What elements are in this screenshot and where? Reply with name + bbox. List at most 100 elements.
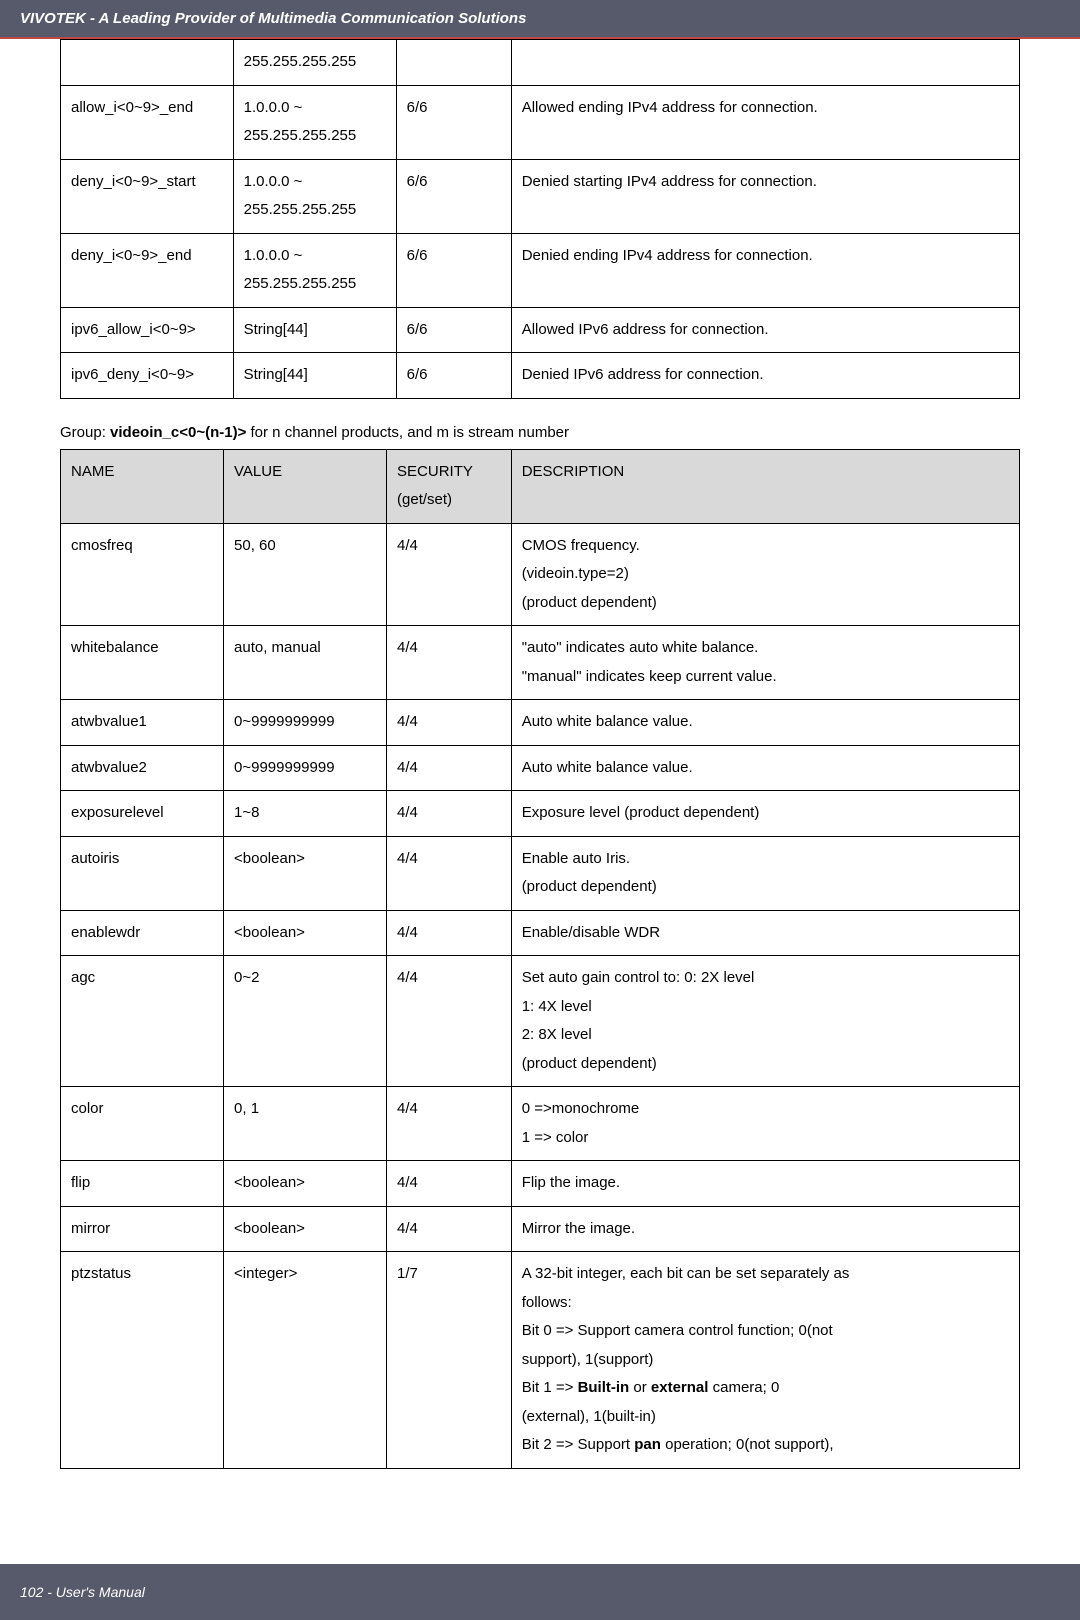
table-cell: String[44] (233, 353, 396, 399)
ptz-span: camera; 0 (708, 1379, 779, 1396)
table-cell: Allowed ending IPv4 address for connecti… (511, 85, 1019, 159)
table-cell: mirror (61, 1206, 224, 1252)
table-cell: 4/4 (387, 791, 512, 837)
table-cell: auto, manual (224, 626, 387, 700)
table-cell: <boolean> (224, 910, 387, 956)
table-row: allow_i<0~9>_end1.0.0.0 ~ 255.255.255.25… (61, 85, 1020, 159)
table-cell: autoiris (61, 836, 224, 910)
table-cell: Set auto gain control to: 0: 2X level 1:… (511, 956, 1019, 1087)
table-row: agc0~24/4Set auto gain control to: 0: 2X… (61, 956, 1020, 1087)
table-cell: color (61, 1087, 224, 1161)
table-cell: Auto white balance value. (511, 700, 1019, 746)
table-row: color0, 14/40 =>monochrome 1 => color (61, 1087, 1020, 1161)
table-cell: Exposure level (product dependent) (511, 791, 1019, 837)
table-cell: ipv6_allow_i<0~9> (61, 307, 234, 353)
table-cell: Denied starting IPv4 address for connect… (511, 159, 1019, 233)
group-bold: videoin_c<0~(n-1)> (110, 424, 246, 441)
table-cell: whitebalance (61, 626, 224, 700)
table-cell (511, 40, 1019, 86)
table-cell: Denied ending IPv4 address for connectio… (511, 233, 1019, 307)
table-row: ipv6_deny_i<0~9>String[44]6/6Denied IPv6… (61, 353, 1020, 399)
table-cell: 6/6 (396, 85, 511, 159)
table-cell: <integer> (224, 1252, 387, 1469)
table-cell: 6/6 (396, 353, 511, 399)
table-cell: 1/7 (387, 1252, 512, 1469)
table-cell: 0~9999999999 (224, 745, 387, 791)
ptz-span: Bit 1 => (522, 1379, 578, 1396)
table-cell: atwbvalue1 (61, 700, 224, 746)
ptz-line: Bit 2 => Support pan operation; 0(not su… (522, 1431, 1009, 1460)
table-header-cell: DESCRIPTION (511, 449, 1019, 523)
table-cell: 1.0.0.0 ~ 255.255.255.255 (233, 85, 396, 159)
ptz-span: pan (634, 1436, 661, 1453)
table-cell: 0~2 (224, 956, 387, 1087)
table-cell: <boolean> (224, 1161, 387, 1207)
table-cell: 4/4 (387, 1087, 512, 1161)
ptz-line: Bit 0 => Support camera control function… (522, 1317, 1009, 1346)
table-cell: String[44] (233, 307, 396, 353)
table-cell (61, 40, 234, 86)
table-row: 255.255.255.255 (61, 40, 1020, 86)
table-cell: 1.0.0.0 ~ 255.255.255.255 (233, 159, 396, 233)
table-cell: 1~8 (224, 791, 387, 837)
ptz-span: external (651, 1379, 709, 1396)
table-cell: 6/6 (396, 159, 511, 233)
table-cell: <boolean> (224, 1206, 387, 1252)
table-cell: 4/4 (387, 1206, 512, 1252)
page-footer: 102 - User's Manual (0, 1564, 1080, 1620)
table-cell: A 32-bit integer, each bit can be set se… (511, 1252, 1019, 1469)
table-row: cmosfreq50, 604/4CMOS frequency. (videoi… (61, 523, 1020, 626)
ptz-line: A 32-bit integer, each bit can be set se… (522, 1260, 1009, 1289)
table-cell: ipv6_deny_i<0~9> (61, 353, 234, 399)
ptz-line: follows: (522, 1289, 1009, 1318)
table-cell: cmosfreq (61, 523, 224, 626)
table-cell: 4/4 (387, 836, 512, 910)
table-row: deny_i<0~9>_end1.0.0.0 ~ 255.255.255.255… (61, 233, 1020, 307)
ptz-line: (external), 1(built-in) (522, 1403, 1009, 1432)
table-cell: 6/6 (396, 233, 511, 307)
table-row: whitebalanceauto, manual4/4"auto" indica… (61, 626, 1020, 700)
table-cell: 4/4 (387, 523, 512, 626)
table-cell: 0~9999999999 (224, 700, 387, 746)
table-cell: 0, 1 (224, 1087, 387, 1161)
table-cell: atwbvalue2 (61, 745, 224, 791)
table-cell: 1.0.0.0 ~ 255.255.255.255 (233, 233, 396, 307)
table-cell: flip (61, 1161, 224, 1207)
table-cell: Allowed IPv6 address for connection. (511, 307, 1019, 353)
group-heading: Group: videoin_c<0~(n-1)> for n channel … (60, 424, 1020, 441)
table-row: atwbvalue10~99999999994/4Auto white bala… (61, 700, 1020, 746)
table-cell: 4/4 (387, 700, 512, 746)
table-cell: "auto" indicates auto white balance. "ma… (511, 626, 1019, 700)
table-cell: 50, 60 (224, 523, 387, 626)
table-cell: deny_i<0~9>_start (61, 159, 234, 233)
table-row: exposurelevel1~84/4Exposure level (produ… (61, 791, 1020, 837)
table-header-cell: NAME (61, 449, 224, 523)
table-row: enablewdr<boolean>4/4Enable/disable WDR (61, 910, 1020, 956)
table-cell: Flip the image. (511, 1161, 1019, 1207)
table-cell: allow_i<0~9>_end (61, 85, 234, 159)
group-suffix: for n channel products, and m is stream … (246, 424, 569, 441)
ptz-span: operation; 0(not support), (661, 1436, 834, 1453)
ptz-line: Bit 1 => Built-in or external camera; 0 (522, 1374, 1009, 1403)
table-cell: CMOS frequency. (videoin.type=2) (produc… (511, 523, 1019, 626)
table-cell: 4/4 (387, 956, 512, 1087)
table-cell (396, 40, 511, 86)
table-row: ipv6_allow_i<0~9>String[44]6/6Allowed IP… (61, 307, 1020, 353)
table-cell: Enable/disable WDR (511, 910, 1019, 956)
page-header: VIVOTEK - A Leading Provider of Multimed… (0, 0, 1080, 39)
table-cell: 4/4 (387, 1161, 512, 1207)
table-row: deny_i<0~9>_start1.0.0.0 ~ 255.255.255.2… (61, 159, 1020, 233)
table-cell: <boolean> (224, 836, 387, 910)
table-cell: Denied IPv6 address for connection. (511, 353, 1019, 399)
table-cell: ptzstatus (61, 1252, 224, 1469)
table-row: flip<boolean>4/4Flip the image. (61, 1161, 1020, 1207)
table-cell: exposurelevel (61, 791, 224, 837)
table-cell: 4/4 (387, 626, 512, 700)
main-content: 255.255.255.255allow_i<0~9>_end1.0.0.0 ~… (0, 39, 1080, 1524)
table-row: mirror<boolean>4/4Mirror the image. (61, 1206, 1020, 1252)
table-cell: Enable auto Iris. (product dependent) (511, 836, 1019, 910)
ptz-line: support), 1(support) (522, 1346, 1009, 1375)
table-cell: agc (61, 956, 224, 1087)
ptz-span: or (629, 1379, 651, 1396)
table-cell: 0 =>monochrome 1 => color (511, 1087, 1019, 1161)
